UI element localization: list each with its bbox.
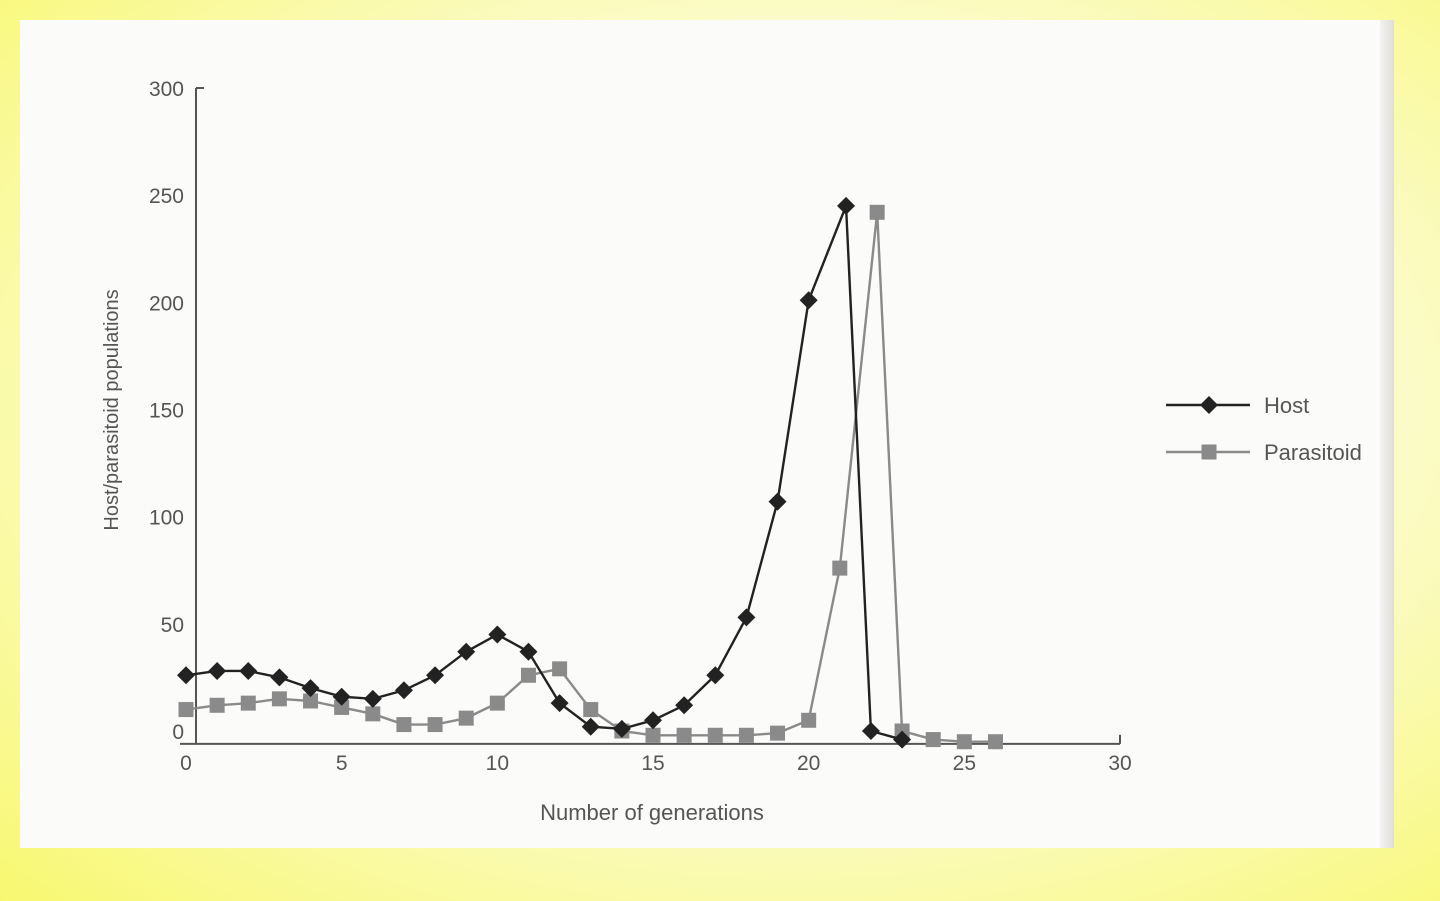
x-tick-label: 25 [953,752,976,775]
parasitoid-point [738,727,754,743]
legend-label-host: Host [1264,393,1309,418]
x-tick-label: 30 [1108,752,1131,775]
y-tick-label: 300 [149,78,184,101]
host-point [332,687,351,706]
parasitoid-series [178,204,1003,750]
host-point [239,661,258,680]
y-tick-label: 50 [161,614,184,637]
legend-marker-parasitoid [1201,444,1217,460]
parasitoid-point [458,710,474,726]
host-point [893,730,912,749]
series-layer [177,196,1003,750]
parasitoid-point [271,691,287,707]
host-point [208,661,227,680]
x-tick-label: 15 [641,752,664,775]
parasitoid-point [676,727,692,743]
parasitoid-point [552,661,568,677]
parasitoid-point [583,702,599,718]
host-point [177,666,195,685]
parasitoid-point [427,717,443,733]
parasitoid-point [520,667,536,683]
host-point [768,492,787,511]
host-point [488,625,507,644]
parasitoid-point [987,734,1003,750]
host-point [426,666,445,685]
host-series [177,196,912,749]
y-tick-label: 100 [149,507,184,530]
parasitoid-point [925,732,941,748]
x-tick-label: 20 [797,752,820,775]
legend-label-parasitoid: Parasitoid [1264,440,1362,465]
x-tick-label: 10 [486,752,509,775]
parasitoid-point [334,699,350,715]
host-point [837,196,856,215]
legend-item-host: Host [1166,393,1309,418]
host-point [394,681,413,700]
parasitoid-line [185,211,996,743]
y-axis-label: Host/parasitoid populations [101,289,123,530]
host-point [519,642,538,661]
y-tick-label: 150 [149,400,184,423]
host-line [185,204,903,741]
host-point [644,711,662,730]
host-point [457,642,476,661]
x-tick-label: 0 [180,752,192,775]
host-point [270,668,289,687]
parasitoid-point [489,695,505,711]
host-point [675,696,694,715]
y-tick-label: 0 [172,721,184,744]
parasitoid-point [209,697,225,713]
host-point [706,666,725,685]
host-point [581,717,600,736]
axes: 0 50 100 150 200 250 300 0 5 10 15 20 25 30 [149,78,1132,775]
host-point [612,719,631,738]
parasitoid-point [396,717,412,733]
parasitoid-point [303,693,319,709]
parasitoid-point [365,706,381,722]
y-tick-label: 200 [149,292,184,315]
parasitoid-point [801,712,817,728]
parasitoid-point [956,734,972,750]
host-point [301,679,320,698]
host-point [861,722,880,740]
x-axis-label: Number of generations [540,800,764,825]
host-point [737,608,756,627]
legend-marker-host [1200,396,1218,414]
x-tick-label: 5 [336,752,348,775]
legend: Host Parasitoid [1166,393,1362,465]
parasitoid-point [178,702,194,718]
parasitoid-point [240,695,256,711]
host-point [363,689,382,708]
parasitoid-point [645,727,661,743]
parasitoid-point [869,204,885,220]
parasitoid-point [832,560,848,576]
parasitoid-point [707,727,723,743]
host-point [799,291,818,310]
parasitoid-point [770,725,786,741]
y-tick-label: 250 [149,185,184,208]
host-point [550,694,569,713]
legend-item-parasitoid: Parasitoid [1166,440,1362,465]
